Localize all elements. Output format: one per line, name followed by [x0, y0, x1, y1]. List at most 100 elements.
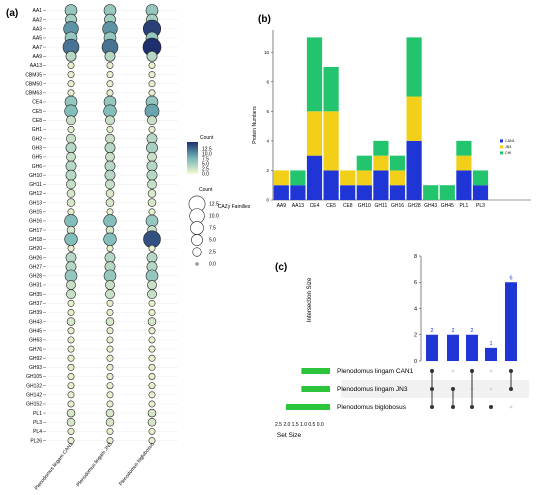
- x-tick-label: PL1: [459, 203, 468, 209]
- set-size-bar: [301, 386, 330, 392]
- bubble: [148, 244, 156, 252]
- row-label: GH43: [29, 319, 42, 325]
- bubble: [105, 289, 115, 300]
- intersection-bar-label: 2: [470, 328, 473, 334]
- bubble: [67, 336, 75, 344]
- bubble: [105, 115, 115, 126]
- panel-a-bubble-chart: AA1 AA2 AA3 AA5 AA7 AA9 AA13 CBM35 CBM50 CBM63 CE4…: [25, 4, 219, 491]
- bar-segment: [389, 185, 406, 200]
- x-tick-label: GH16: [391, 203, 404, 209]
- row-label: GH76: [29, 347, 42, 353]
- bubble: [67, 400, 75, 408]
- bar-segment: [472, 185, 489, 200]
- bubble: [106, 327, 114, 335]
- bar-segment: [373, 155, 389, 171]
- bars: AA9 AA13 CE4 CE5 CE8 GH10 GH11 GH16 GH28 GH43 GH45…: [273, 37, 489, 209]
- intersection-bar: [466, 334, 478, 361]
- row-label: GH20: [29, 246, 42, 252]
- bar-segment: [356, 170, 372, 186]
- bubble: [148, 345, 156, 353]
- row-label: AA1: [33, 8, 43, 14]
- color-legend-ticks: 12.510.07.55.02.50.0: [198, 147, 212, 178]
- matrix-band: [341, 380, 529, 398]
- set-name-label: Plenodomus lingam CAN1: [337, 368, 414, 375]
- legend-swatch: [500, 139, 503, 143]
- row-label: GH26: [29, 255, 42, 261]
- legend-label: CHI: [505, 151, 511, 155]
- bar-segment: [406, 96, 422, 141]
- bubble: [66, 133, 76, 144]
- bubble: [66, 189, 76, 198]
- intersection-bar-label: 2: [430, 328, 433, 334]
- bubble: [146, 50, 158, 62]
- bubble: [105, 133, 115, 144]
- bubble: [67, 89, 75, 97]
- bubble: [105, 189, 115, 198]
- bubble: [105, 179, 115, 190]
- color-legend-title: Count: [200, 135, 214, 141]
- bubble: [104, 252, 116, 263]
- bubble: [106, 125, 114, 133]
- panel-b-stacked-bar-chart: 0 2 4 6 8 10 AA9 AA13 CE4 CE5 CE8 GH10 GH11 GH16 GH28…: [218, 30, 531, 210]
- x-tick-label: CE8: [343, 203, 353, 209]
- column-label: Plenodomus biglobosus: [118, 441, 156, 487]
- bubble: [64, 269, 78, 283]
- bubble: [106, 354, 114, 362]
- x-tick-label: GH43: [424, 203, 437, 209]
- intersection-bars: 2 2 2 1 6: [426, 275, 517, 361]
- intersection-axes: 0 2 4 6 8: [414, 254, 422, 365]
- row-label: GH2: [32, 136, 43, 142]
- bubble: [106, 345, 114, 353]
- row-label: GH16: [29, 219, 42, 225]
- bubble: [66, 417, 76, 427]
- intersection-matrix: Plenodomus lingam CAN1 Plenodomus lingam …: [337, 368, 529, 411]
- size-legend-label: 2.5: [209, 250, 216, 256]
- bubble: [147, 280, 157, 290]
- bar-segment: [406, 37, 422, 97]
- row-label: AA9: [33, 54, 43, 60]
- matrix-dot: [489, 387, 493, 391]
- bubble: [148, 336, 156, 344]
- bubble: [148, 299, 156, 307]
- bubble: [106, 244, 114, 252]
- bar-segment: [273, 170, 289, 186]
- size-legend-label: 10.0: [209, 214, 219, 220]
- bubble: [148, 61, 156, 69]
- set-name-label: Plenodomus lingam JN3: [337, 386, 408, 393]
- x-tick-label: GH10: [358, 203, 371, 209]
- bubbles: [62, 4, 162, 444]
- y-tick-label: 6: [266, 109, 269, 114]
- bubble: [65, 252, 77, 263]
- bubble: [147, 417, 157, 427]
- intersection-size-title: Intersection Size: [307, 277, 313, 322]
- set-size-bars: [286, 368, 330, 410]
- bubble: [106, 309, 114, 316]
- y-axis-title: Protein Numbers: [252, 106, 258, 144]
- bar-segment: [373, 140, 389, 156]
- row-label: GH3: [32, 145, 43, 151]
- bubble: [147, 115, 157, 126]
- bubble: [66, 289, 76, 300]
- panel-b-label: (b): [258, 14, 271, 25]
- y-tick-label: 8: [266, 79, 269, 84]
- x-tick-label: GH28: [408, 203, 421, 209]
- bubble: [106, 427, 114, 435]
- row-label: GH15: [29, 210, 42, 216]
- bar-segment: [456, 155, 472, 171]
- bubble: [67, 382, 75, 390]
- bubble: [65, 160, 77, 172]
- bubble: [148, 354, 156, 362]
- bubble: [106, 336, 114, 344]
- bar-segment: [389, 155, 406, 171]
- bubble: [146, 141, 158, 154]
- bubble: [104, 160, 116, 172]
- row-label: AA13: [30, 63, 42, 69]
- row-label: GH11: [29, 182, 42, 188]
- set-size-title: Set Size: [277, 432, 302, 439]
- row-label: GH152: [26, 402, 42, 408]
- bar-segment: [456, 140, 472, 156]
- panel-c-upset-plot: 0 2 4 6 8 2 2 2 1 6 Intersection Size Plenodomus…: [275, 254, 529, 439]
- color-legend-bar: [187, 142, 198, 174]
- row-label: PL1: [33, 411, 42, 417]
- x-tick-label: AA13: [292, 203, 304, 209]
